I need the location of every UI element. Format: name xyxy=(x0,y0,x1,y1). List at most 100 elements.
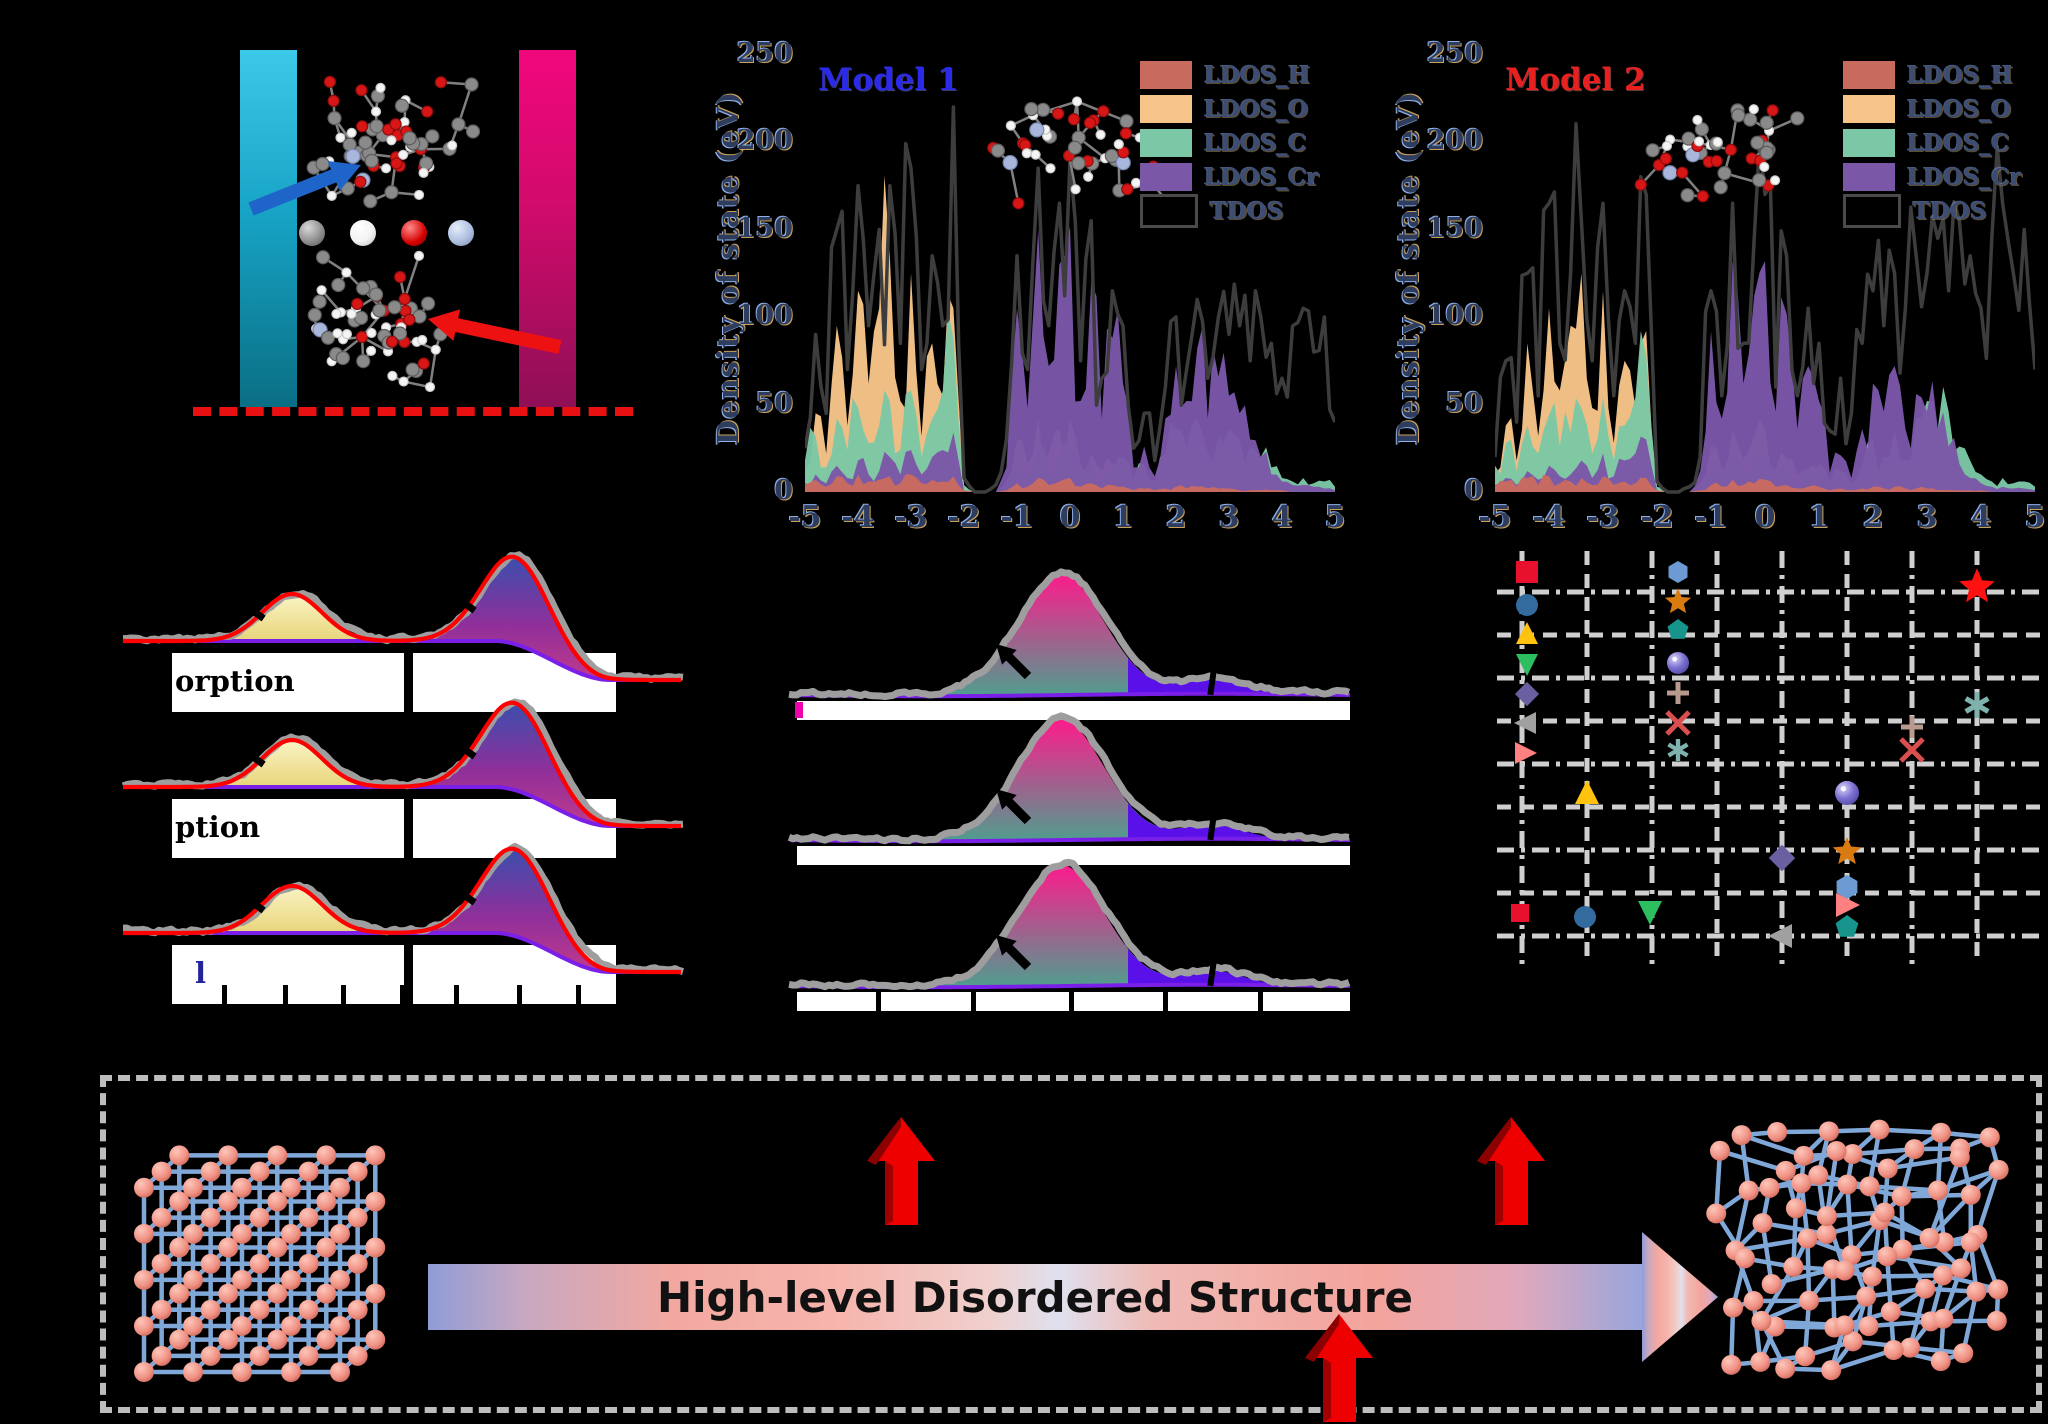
axis-tick xyxy=(222,985,227,1006)
lattice-atom xyxy=(1988,1279,2008,1299)
dos-legend-row: LDOS_O xyxy=(1140,94,1319,124)
dos-legend-row: LDOS_O xyxy=(1843,94,2022,124)
atom xyxy=(385,186,398,199)
lattice-atom xyxy=(348,1254,368,1274)
lattice-atom xyxy=(1933,1309,1953,1329)
atom xyxy=(1760,146,1773,159)
atom xyxy=(1693,115,1702,124)
legend-label: LDOS_O xyxy=(1204,96,1308,123)
axis-tick xyxy=(971,988,976,1012)
red-arrow-icon xyxy=(420,305,570,360)
dos-x-tick-label: 5 xyxy=(2008,500,2048,535)
blue-arrow xyxy=(248,161,361,216)
atom xyxy=(1662,141,1671,150)
legend-label: TDOS xyxy=(1913,198,1987,225)
atom xyxy=(422,106,433,117)
atom xyxy=(372,107,381,116)
lattice-atom xyxy=(281,1224,301,1244)
data-point-triangle-down xyxy=(1638,901,1662,925)
atom xyxy=(419,168,428,177)
lattice-atom xyxy=(365,1145,385,1165)
lattice-atom xyxy=(281,1178,301,1198)
atom xyxy=(336,133,345,142)
lattice-atom xyxy=(232,1316,252,1336)
atom xyxy=(1771,176,1780,185)
lattice-atom xyxy=(232,1270,252,1290)
legend-swatch-LDOS_H xyxy=(1140,61,1192,89)
legend-marker-pentagon xyxy=(1668,619,1689,639)
atom xyxy=(347,128,356,137)
atom xyxy=(1697,191,1708,202)
atom xyxy=(313,295,326,308)
lattice-atom xyxy=(1933,1265,1953,1285)
lattice-atom xyxy=(1951,1258,1971,1278)
atom xyxy=(356,85,367,96)
atom xyxy=(1714,181,1727,194)
lattice-atom xyxy=(1762,1274,1782,1294)
dos-x-tick-label: 3 xyxy=(1202,500,1256,535)
lattice-atom xyxy=(134,1224,154,1244)
legend-label: LDOS_Cr xyxy=(1204,164,1319,191)
lattice-atom xyxy=(232,1224,252,1244)
dos-legend-row: TDOS xyxy=(1843,196,2022,226)
atom xyxy=(1751,136,1764,149)
lattice-atom xyxy=(1966,1282,1986,1302)
lattice-atom xyxy=(218,1145,238,1165)
lattice-atom xyxy=(330,1270,350,1290)
lattice-atom xyxy=(1817,1224,1837,1244)
legend-marker-diamond xyxy=(1515,682,1539,706)
dos-x-tick-label: -3 xyxy=(1576,500,1630,535)
atom xyxy=(395,271,406,282)
atom xyxy=(1646,144,1659,157)
axis-tick xyxy=(1258,988,1263,1012)
atom xyxy=(316,251,329,264)
atom xyxy=(1096,130,1105,139)
sphere-highlight xyxy=(1841,786,1846,791)
dos-y-tick-label: 50 xyxy=(713,388,793,419)
lattice-atom xyxy=(169,1145,189,1165)
lattice-atom xyxy=(1750,1352,1770,1372)
lattice-atom xyxy=(330,1316,350,1336)
dos-legend-row: LDOS_H xyxy=(1843,60,2022,90)
atom xyxy=(1744,113,1757,126)
atom xyxy=(357,282,370,295)
dos-x-tick-label: 5 xyxy=(1308,500,1362,535)
lattice-atom xyxy=(1881,1302,1901,1322)
lattice-atom xyxy=(134,1178,154,1198)
atom xyxy=(1749,105,1758,114)
lattice-atom xyxy=(330,1178,350,1198)
lattice-atom xyxy=(281,1316,301,1336)
atom-legend-chromium xyxy=(448,220,474,246)
atom xyxy=(1121,128,1132,139)
atom xyxy=(373,304,386,317)
lattice-atom xyxy=(1989,1160,2009,1180)
legend-marker-asterisk xyxy=(1668,739,1687,761)
atom xyxy=(336,352,349,365)
lattice-atom xyxy=(152,1346,172,1366)
lattice-atom xyxy=(250,1346,270,1366)
atom xyxy=(1663,166,1677,180)
axis-tick xyxy=(1163,988,1168,1012)
lattice-atom xyxy=(1953,1343,1973,1363)
dos-legend-row: LDOS_Cr xyxy=(1140,162,1319,192)
lattice-atom xyxy=(201,1162,221,1182)
lattice-atom xyxy=(1987,1311,2007,1331)
lattice-atom xyxy=(1884,1340,1904,1360)
lattice-atom xyxy=(183,1362,203,1382)
lattice-atom xyxy=(152,1162,172,1182)
lattice-atom xyxy=(1877,1246,1897,1266)
lattice-atom xyxy=(1950,1147,1970,1167)
lattice-atom xyxy=(250,1254,270,1274)
legend-label: LDOS_C xyxy=(1907,130,2010,157)
red-up-arrow-icon xyxy=(865,1115,937,1227)
atom xyxy=(1791,112,1804,125)
lattice-atom xyxy=(183,1316,203,1336)
sphere-highlight xyxy=(1672,657,1677,662)
dos-y-tick-label: 200 xyxy=(713,125,793,156)
atom xyxy=(1068,114,1079,125)
lattice-atom xyxy=(1753,1213,1773,1233)
lattice-atom xyxy=(1723,1298,1743,1318)
lattice-atom xyxy=(299,1346,319,1366)
atom xyxy=(991,144,1004,157)
atom xyxy=(1760,116,1773,129)
